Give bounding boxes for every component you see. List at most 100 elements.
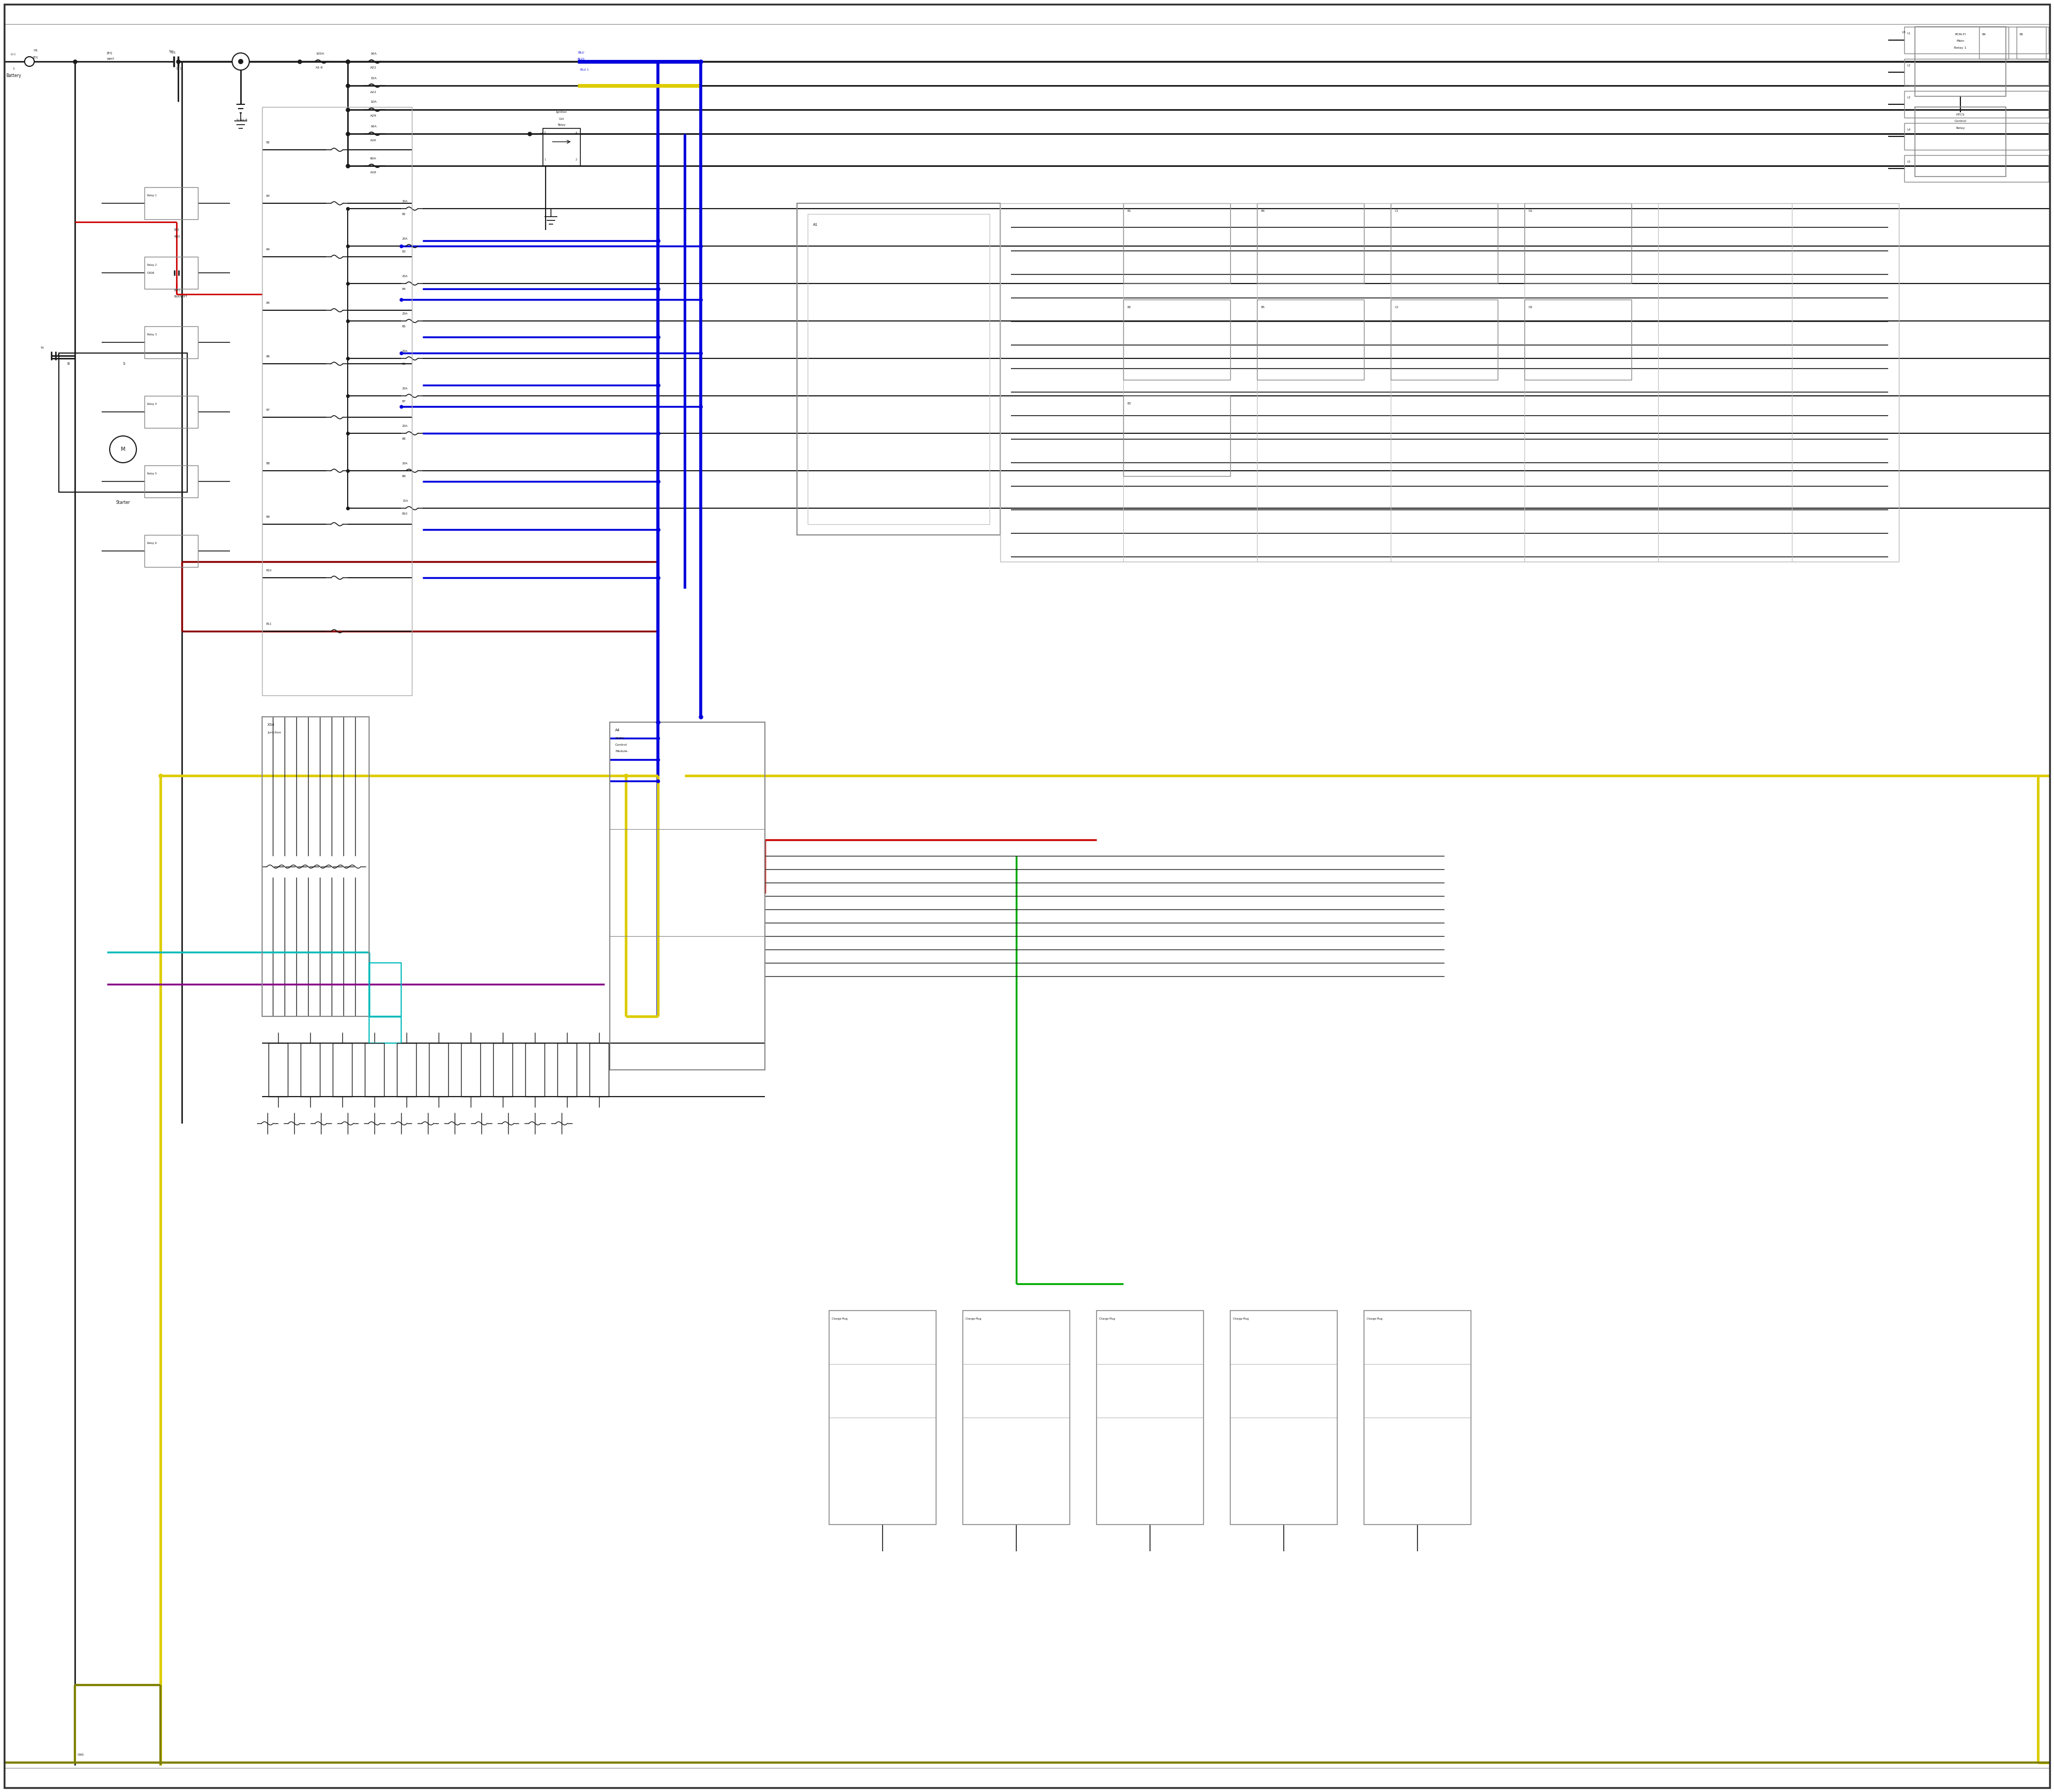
Text: 15A: 15A [403,500,409,502]
Text: B11: B11 [267,622,271,625]
Text: RED: RED [175,235,181,238]
Text: B4: B4 [1982,34,1986,36]
Text: Starter: Starter [115,500,129,505]
Text: L4: L4 [1906,127,1910,131]
Bar [1904,91,2048,118]
Text: A1-6: A1-6 [316,66,322,70]
Text: Junction: Junction [267,731,281,735]
Text: B4: B4 [1261,210,1265,213]
Bar [1524,299,1631,380]
Text: GND: GND [78,1753,84,1756]
Text: B9: B9 [267,516,271,518]
Text: 1: 1 [12,66,14,70]
Text: D1: D1 [1528,210,1532,213]
Bar [370,962,401,1043]
Text: Control: Control [614,744,626,745]
Text: D2: D2 [1528,306,1532,308]
Text: [EI]: [EI] [107,52,113,54]
Text: Relay 1: Relay 1 [1953,47,1966,48]
Text: [EJ]: [EJ] [175,229,179,231]
Text: 1: 1 [175,66,177,70]
Text: 20A: 20A [403,349,409,353]
Bar [1257,299,1364,380]
Bar [1914,27,2007,97]
Bar [2017,27,2046,59]
Bar [1914,108,2007,177]
Text: B3: B3 [1128,403,1132,405]
Text: B2: B2 [1128,306,1132,308]
Bar [1904,59,2048,86]
Text: Relay 4: Relay 4 [148,403,156,405]
Bar [429,1043,448,1097]
Text: Relay 1: Relay 1 [148,194,156,197]
Text: A29: A29 [370,115,376,118]
Bar [1904,27,2048,54]
Text: X34: X34 [267,724,275,726]
Bar [526,1043,544,1097]
Text: Relay: Relay [1955,127,1966,129]
Bar [1097,1310,1204,1525]
Text: Charge Plug: Charge Plug [965,1317,982,1321]
Text: S: S [123,362,125,366]
Text: BLU1: BLU1 [577,57,585,61]
Text: A22: A22 [370,91,376,93]
Text: Module: Module [614,749,626,753]
Bar [1524,202,1631,283]
Text: 15A: 15A [370,77,376,79]
Text: B8: B8 [267,462,271,464]
Text: C408: C408 [148,271,154,274]
Text: B10: B10 [403,513,409,514]
Text: H1: H1 [33,50,37,52]
Text: 20A: 20A [403,462,409,466]
Text: 20A: 20A [403,238,409,240]
Bar [263,108,413,695]
Text: B6: B6 [267,355,271,358]
Bar [963,1310,1070,1525]
Text: 10A: 10A [370,100,376,104]
Bar [300,1043,320,1097]
Text: Relay 3: Relay 3 [148,333,156,335]
Bar [1391,299,1497,380]
Bar [797,202,1000,536]
Text: WHT: WHT [107,57,115,61]
Text: B4: B4 [267,247,271,251]
Bar [1364,1310,1471,1525]
Text: B4: B4 [403,287,407,290]
Text: B7: B7 [267,409,271,410]
Text: A1: A1 [813,222,817,226]
Bar [333,1043,351,1097]
Text: 20A: 20A [403,425,409,428]
Bar [144,186,197,219]
Text: A4: A4 [614,729,620,731]
Bar [144,256,197,289]
Text: B5: B5 [1261,306,1265,308]
Text: BLU: BLU [581,61,587,65]
Text: Relay 6: Relay 6 [148,541,156,545]
Text: 16A: 16A [370,125,376,127]
Text: Charge Plug: Charge Plug [1099,1317,1115,1321]
Text: L1: L1 [1906,32,1910,34]
Text: B5: B5 [267,301,271,305]
Text: Charge Plug: Charge Plug [1366,1317,1382,1321]
Text: BLU 1: BLU 1 [581,68,589,72]
Text: B7: B7 [403,400,407,403]
Text: 20A: 20A [403,312,409,315]
Bar [557,1043,577,1097]
Text: HTCS: HTCS [1955,113,1966,116]
Text: A21: A21 [370,66,376,70]
Text: T4: T4 [41,348,43,349]
Text: B5: B5 [2019,34,2023,36]
Text: B2: B2 [267,142,271,143]
Bar [1000,202,1898,561]
Bar [144,536,197,566]
Bar [1124,396,1230,477]
Text: Battery: Battery [6,73,21,77]
Bar [807,213,990,525]
Text: A18: A18 [370,170,376,174]
Bar [1904,124,2048,151]
Text: B5: B5 [403,324,407,328]
Bar [144,466,197,498]
Bar [1257,202,1364,283]
Bar [1230,1310,1337,1525]
Circle shape [238,59,242,65]
